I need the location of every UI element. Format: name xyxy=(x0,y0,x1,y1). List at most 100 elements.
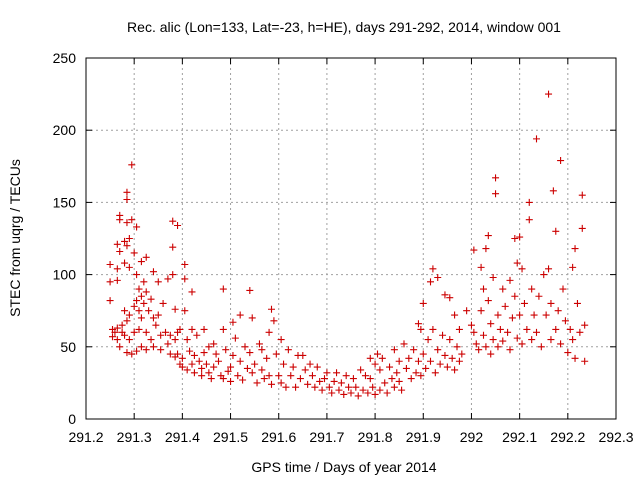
data-point xyxy=(422,364,430,372)
data-point xyxy=(169,243,177,251)
data-point xyxy=(559,285,567,293)
data-point xyxy=(123,219,131,227)
data-point xyxy=(236,357,244,365)
data-point xyxy=(258,346,266,354)
data-point xyxy=(147,295,155,303)
data-point xyxy=(195,357,203,365)
data-point xyxy=(159,299,167,307)
data-point xyxy=(301,366,309,374)
data-point xyxy=(328,389,336,397)
grid-lines xyxy=(86,58,616,419)
data-point xyxy=(272,350,280,358)
data-point xyxy=(349,375,357,383)
data-point xyxy=(561,317,569,325)
data-point xyxy=(174,222,182,230)
data-point xyxy=(149,343,157,351)
data-point xyxy=(137,343,145,351)
data-point xyxy=(547,299,555,307)
data-point xyxy=(123,196,131,204)
data-point xyxy=(113,324,121,332)
data-point xyxy=(482,343,490,351)
data-point xyxy=(181,307,189,315)
data-point xyxy=(121,307,129,315)
data-point xyxy=(270,317,278,325)
data-point xyxy=(333,369,341,377)
data-point xyxy=(227,363,235,371)
data-point xyxy=(147,336,155,344)
data-point xyxy=(516,233,524,241)
data-point xyxy=(133,223,141,231)
data-point xyxy=(145,307,153,315)
data-point xyxy=(323,369,331,377)
data-point xyxy=(287,372,295,380)
data-point xyxy=(513,334,521,342)
data-point xyxy=(557,157,565,165)
data-point xyxy=(181,275,189,283)
data-point xyxy=(268,305,275,313)
data-point xyxy=(467,321,475,329)
data-point xyxy=(255,340,263,348)
data-point xyxy=(352,383,360,391)
data-point xyxy=(376,366,384,374)
data-point xyxy=(130,328,138,336)
data-point xyxy=(121,331,129,339)
data-point xyxy=(321,375,328,383)
data-point xyxy=(366,375,374,383)
data-point xyxy=(523,325,531,333)
data-point xyxy=(176,325,184,333)
data-point xyxy=(516,311,524,319)
data-point xyxy=(308,372,316,380)
data-point xyxy=(243,364,251,372)
data-point xyxy=(190,369,198,377)
data-point xyxy=(265,328,273,336)
data-point xyxy=(342,372,350,380)
data-point xyxy=(581,321,589,329)
data-point xyxy=(135,307,143,315)
data-point xyxy=(248,314,256,322)
data-point xyxy=(525,198,533,206)
data-point xyxy=(427,278,434,286)
data-point xyxy=(419,350,427,358)
data-point xyxy=(434,346,442,354)
data-point xyxy=(402,364,410,372)
data-point xyxy=(508,314,516,322)
data-point xyxy=(123,188,131,196)
data-point xyxy=(528,336,536,344)
data-point xyxy=(453,343,461,351)
data-point xyxy=(357,366,365,374)
x-tick-label: 291.7 xyxy=(309,429,344,445)
data-point xyxy=(135,285,143,293)
data-point xyxy=(552,227,560,235)
data-point xyxy=(207,375,215,383)
data-point xyxy=(140,299,148,307)
data-point xyxy=(169,271,177,279)
data-point xyxy=(128,161,136,169)
data-point xyxy=(125,263,133,271)
data-point xyxy=(198,364,206,372)
data-point xyxy=(451,311,459,319)
data-point xyxy=(381,379,389,387)
data-point xyxy=(198,372,206,380)
data-point xyxy=(106,260,114,268)
data-point xyxy=(520,299,528,307)
data-point xyxy=(388,375,396,383)
data-point xyxy=(390,383,398,391)
data-point xyxy=(304,380,312,388)
data-point xyxy=(383,389,391,397)
data-point xyxy=(133,271,141,279)
data-point xyxy=(157,331,165,339)
data-point xyxy=(106,297,114,305)
data-point xyxy=(246,286,254,294)
data-point xyxy=(431,369,439,377)
x-tick-label: 291.2 xyxy=(68,429,103,445)
data-point xyxy=(511,292,519,300)
data-point xyxy=(417,372,425,380)
data-point xyxy=(496,325,504,333)
data-point xyxy=(434,273,442,281)
data-point xyxy=(395,357,403,365)
y-tick-label: 0 xyxy=(68,411,76,427)
data-point xyxy=(106,278,114,286)
data-point xyxy=(215,357,222,365)
y-tick-label: 250 xyxy=(53,50,77,66)
data-point xyxy=(489,336,497,344)
